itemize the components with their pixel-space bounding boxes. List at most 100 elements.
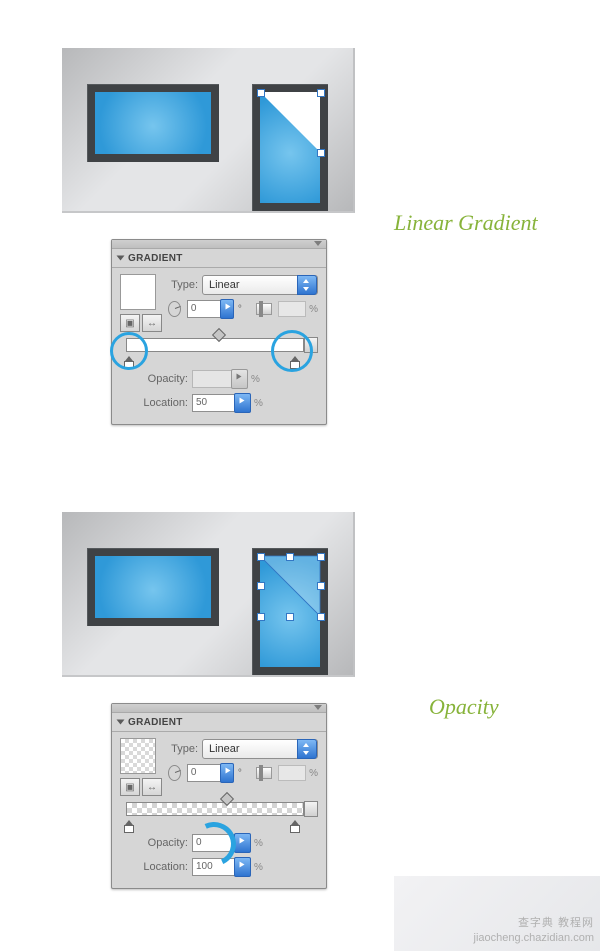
door-reflection-selection [252,548,328,675]
angle-icon[interactable] [168,301,181,317]
angle-row: 0 ° % [168,762,318,784]
door-frame [252,548,328,675]
angle-input[interactable]: 0 [187,300,221,318]
disclosure-icon[interactable] [117,720,125,725]
page-canvas: GRADIENT Type: Linear ▣ ↔ 0 ° [0,0,600,951]
type-select[interactable]: Linear [202,739,318,759]
degree-symbol: ° [238,304,242,315]
color-stop-right[interactable] [290,820,300,832]
gradient-ramp[interactable] [120,334,318,362]
caption-opacity: Opacity [429,694,499,720]
collapse-icon[interactable] [314,705,322,710]
bbox-handle[interactable] [286,613,294,621]
caption-linear-gradient: Linear Gradient [394,210,538,236]
bbox-handle[interactable] [257,553,265,561]
gradient-swatch[interactable] [120,274,156,310]
location-input[interactable]: 100 [192,858,235,876]
type-row: Type: Linear [168,274,318,296]
type-label: Type: [168,279,198,291]
illustration-store-2 [62,512,355,677]
angle-input[interactable]: 0 [187,764,221,782]
door-reflection-triangle [252,84,328,211]
opacity-stepper[interactable] [234,833,251,853]
panel-body: Type: Linear ▣ ↔ 0 ° % [112,268,326,424]
location-label: Location: [120,397,188,409]
bbox-handle[interactable] [317,553,325,561]
swatch-buttons: ▣ ↔ [120,314,162,332]
select-arrows-icon [297,275,317,295]
opacity-row: Opacity: 0 % [120,832,318,854]
window-frame [87,548,219,626]
panel-drag-bar[interactable] [112,704,326,713]
window-frame [87,84,219,162]
opacity-row: Opacity: % [120,368,318,390]
panel-drag-bar[interactable] [112,240,326,249]
watermark-line1: 查字典 教程网 [474,916,594,930]
aspect-input [278,301,306,317]
watermark: 查字典 教程网 jiaocheng.chazidian.com [474,916,594,945]
bbox-handle[interactable] [257,582,265,590]
location-label: Location: [120,861,188,873]
reverse-gradient-button[interactable]: ▣ [120,778,140,796]
degree-symbol: ° [238,768,242,779]
panel-title: GRADIENT [128,717,183,728]
collapse-icon[interactable] [314,241,322,246]
bbox-handle[interactable] [257,613,265,621]
panel-title: GRADIENT [128,253,183,264]
color-stop-right[interactable] [290,356,300,368]
opacity-input [192,370,232,388]
ramp-menu-button[interactable] [304,801,318,817]
bbox-handle[interactable] [317,582,325,590]
selection-handle[interactable] [317,89,325,97]
select-arrows-icon [297,739,317,759]
door-frame [252,84,328,211]
gradient-ramp[interactable] [120,798,318,826]
pct-label-3: % [254,862,263,873]
disclosure-icon[interactable] [117,256,125,261]
selection-handle[interactable] [257,89,265,97]
type-select[interactable]: Linear [202,275,318,295]
illustration-store-1 [62,48,355,213]
location-stepper[interactable] [234,393,251,413]
swap-stops-button[interactable]: ↔ [142,778,162,796]
location-stepper[interactable] [234,857,251,877]
color-stop-left[interactable] [124,820,134,832]
bbox-handle[interactable] [286,553,294,561]
aspect-icon[interactable] [256,767,272,779]
panel-title-row: GRADIENT [112,249,326,268]
location-input[interactable]: 50 [192,394,235,412]
swap-stops-button[interactable]: ↔ [142,314,162,332]
opacity-input[interactable]: 0 [192,834,235,852]
type-value: Linear [209,743,240,755]
pct-label-2: % [254,838,263,849]
gradient-swatch[interactable] [120,738,156,774]
aspect-input [278,765,306,781]
angle-stepper[interactable] [220,763,234,783]
opacity-label: Opacity: [120,837,188,849]
swatch-buttons: ▣ ↔ [120,778,162,796]
aspect-icon[interactable] [256,303,272,315]
panel-body: Type: Linear ▣ ↔ 0 ° % [112,732,326,888]
angle-icon[interactable] [168,765,181,781]
panel-title-row: GRADIENT [112,713,326,732]
pct-label: % [309,304,318,315]
gradient-panel-2: GRADIENT Type: Linear ▣ ↔ 0 ° [111,703,327,889]
ramp-menu-button[interactable] [304,337,318,353]
reverse-gradient-button[interactable]: ▣ [120,314,140,332]
angle-row: 0 ° % [168,298,318,320]
ramp-bar[interactable] [126,338,304,352]
watermark-line2: jiaocheng.chazidian.com [474,931,594,945]
color-stop-left[interactable] [124,356,134,368]
ramp-bar[interactable] [126,802,304,816]
type-value: Linear [209,279,240,291]
selection-handle[interactable] [317,149,325,157]
location-row: Location: 100 % [120,856,318,878]
location-row: Location: 50 % [120,392,318,414]
opacity-label: Opacity: [120,373,188,385]
type-label: Type: [168,743,198,755]
angle-stepper[interactable] [220,299,234,319]
pct-label: % [309,768,318,779]
pct-label-3: % [254,398,263,409]
bbox-handle[interactable] [317,613,325,621]
opacity-stepper [231,369,248,389]
